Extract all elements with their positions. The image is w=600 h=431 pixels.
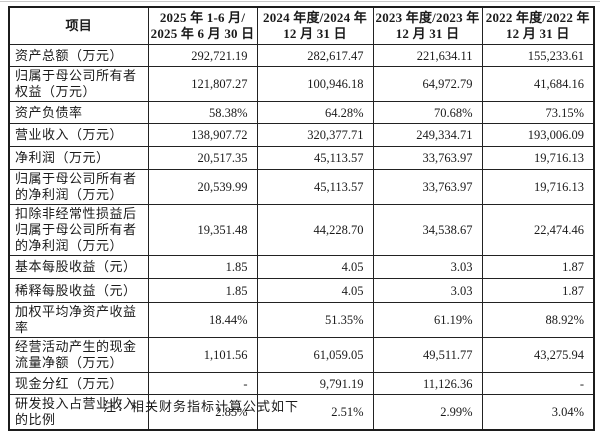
financial-summary-table: 项目 2025 年 1-6 月/ 2025 年 6 月 30 日 2024 年度… <box>8 6 595 431</box>
table-row: 归属于母公司所有者权益（万元） 121,807.27 100,946.18 64,97… <box>8 66 595 102</box>
row-value: 1.85 <box>147 255 258 279</box>
row-value: 11,126.36 <box>372 372 483 395</box>
table-row: 现金分红（万元） -9,791.19 11,126.36- <box>8 372 595 395</box>
row-value: 100,946.18 <box>256 66 374 102</box>
row-value: 22,474.46 <box>481 204 595 256</box>
row-value: 1.85 <box>147 278 258 303</box>
row-value: 45,113.57 <box>256 169 374 205</box>
row-label: 现金分红（万元） <box>8 372 149 395</box>
row-value: - <box>481 372 595 395</box>
table-row: 经营活动产生的现金流量净额（万元） 1,101.56 61,059.05 49,511… <box>8 337 595 373</box>
row-value: 64.28% <box>256 101 374 124</box>
row-value: 33,763.97 <box>372 169 483 205</box>
table-row: 净利润（万元） 20,517.35 45,113.57 33,763.97 19,716… <box>8 146 595 170</box>
row-value: 4.05 <box>256 255 374 279</box>
row-value: 51.35% <box>256 302 374 338</box>
row-value: 282,617.47 <box>256 44 374 67</box>
header-period-2023: 2023 年度/2023 年 12 月 31 日 <box>372 6 483 45</box>
row-value: 20,517.35 <box>147 146 258 170</box>
row-value: 45,113.57 <box>256 146 374 170</box>
row-value: 19,351.48 <box>147 204 258 256</box>
row-value: 121,807.27 <box>147 66 258 102</box>
row-value: 138,907.72 <box>147 123 258 147</box>
footnote: 注：相关财务指标计算公式如下 <box>103 399 300 414</box>
row-value: 41,684.16 <box>481 66 595 102</box>
row-value: 70.68% <box>372 101 483 124</box>
row-value: 88.92% <box>481 302 595 338</box>
row-value: 193,006.09 <box>481 123 595 147</box>
row-value: 1,101.56 <box>147 337 258 373</box>
row-value: 73.15% <box>481 101 595 124</box>
row-value: 44,228.70 <box>256 204 374 256</box>
row-value: 1.87 <box>481 255 595 279</box>
row-value: 3.04% <box>481 394 595 431</box>
row-value: 221,634.11 <box>372 44 483 67</box>
table-row: 扣除非经常性损益后归属于母公司所有者的净利润（万元） 19,351.48 44,22… <box>8 204 595 256</box>
row-value: 1.87 <box>481 278 595 303</box>
row-label: 资产总额（万元） <box>8 44 149 67</box>
row-label: 扣除非经常性损益后归属于母公司所有者的净利润（万元） <box>8 204 149 256</box>
table-row: 归属于母公司所有者的净利润（万元） 20,539.99 45,113.57 33,76… <box>8 169 595 205</box>
table-row: 稀释每股收益（元） 1.85 4.05 3.03 1.87 <box>8 278 595 303</box>
row-value: 43,275.94 <box>481 337 595 373</box>
row-value: 49,511.77 <box>372 337 483 373</box>
table-row: 研发投入占营业收入的比例 2.85% 2.51% 2.99% 3.04% <box>8 394 595 431</box>
top-divider-line <box>0 1 600 2</box>
row-value: 58.38% <box>147 101 258 124</box>
row-value: 19,716.13 <box>481 146 595 170</box>
row-value: 3.03 <box>372 255 483 279</box>
header-item-column: 项目 <box>8 6 149 45</box>
row-value: 3.03 <box>372 278 483 303</box>
row-value: 61.19% <box>372 302 483 338</box>
row-value: 18.44% <box>147 302 258 338</box>
row-label: 资产负债率 <box>8 101 149 124</box>
row-label: 归属于母公司所有者权益（万元） <box>8 66 149 102</box>
header-period-2024: 2024 年度/2024 年 12 月 31 日 <box>256 6 374 45</box>
row-value: 2.99% <box>372 394 483 431</box>
row-value: 19,716.13 <box>481 169 595 205</box>
row-value: 4.05 <box>256 278 374 303</box>
row-value: 320,377.71 <box>256 123 374 147</box>
table-row: 加权平均净资产收益率 18.44% 51.35% 61.19% 88.92% <box>8 302 595 338</box>
row-value: 9,791.19 <box>256 372 374 395</box>
table-row: 资产总额（万元） 292,721.19 282,617.47 221,634.11 15… <box>8 44 595 67</box>
table-row: 资产负债率 58.38% 64.28% 70.68% 73.15% <box>8 101 595 124</box>
row-label: 稀释每股收益（元） <box>8 278 149 303</box>
row-value: 292,721.19 <box>147 44 258 67</box>
header-period-2025: 2025 年 1-6 月/ 2025 年 6 月 30 日 <box>147 6 258 45</box>
row-label: 基本每股收益（元） <box>8 255 149 279</box>
row-label: 归属于母公司所有者的净利润（万元） <box>8 169 149 205</box>
row-value: - <box>147 372 258 395</box>
row-value: 155,233.61 <box>481 44 595 67</box>
table-row: 基本每股收益（元） 1.85 4.05 3.03 1.87 <box>8 255 595 279</box>
row-label: 加权平均净资产收益率 <box>8 302 149 338</box>
row-label: 净利润（万元） <box>8 146 149 170</box>
row-value: 20,539.99 <box>147 169 258 205</box>
table-row: 营业收入（万元） 138,907.72 320,377.71 249,334.71 19… <box>8 123 595 147</box>
row-value: 64,972.79 <box>372 66 483 102</box>
table-header-row: 项目 2025 年 1-6 月/ 2025 年 6 月 30 日 2024 年度… <box>8 6 595 45</box>
row-value: 33,763.97 <box>372 146 483 170</box>
row-value: 34,538.67 <box>372 204 483 256</box>
row-value: 249,334.71 <box>372 123 483 147</box>
header-period-2022: 2022 年度/2022 年 12 月 31 日 <box>481 6 595 45</box>
row-label: 营业收入（万元） <box>8 123 149 147</box>
row-value: 61,059.05 <box>256 337 374 373</box>
row-label: 经营活动产生的现金流量净额（万元） <box>8 337 149 373</box>
